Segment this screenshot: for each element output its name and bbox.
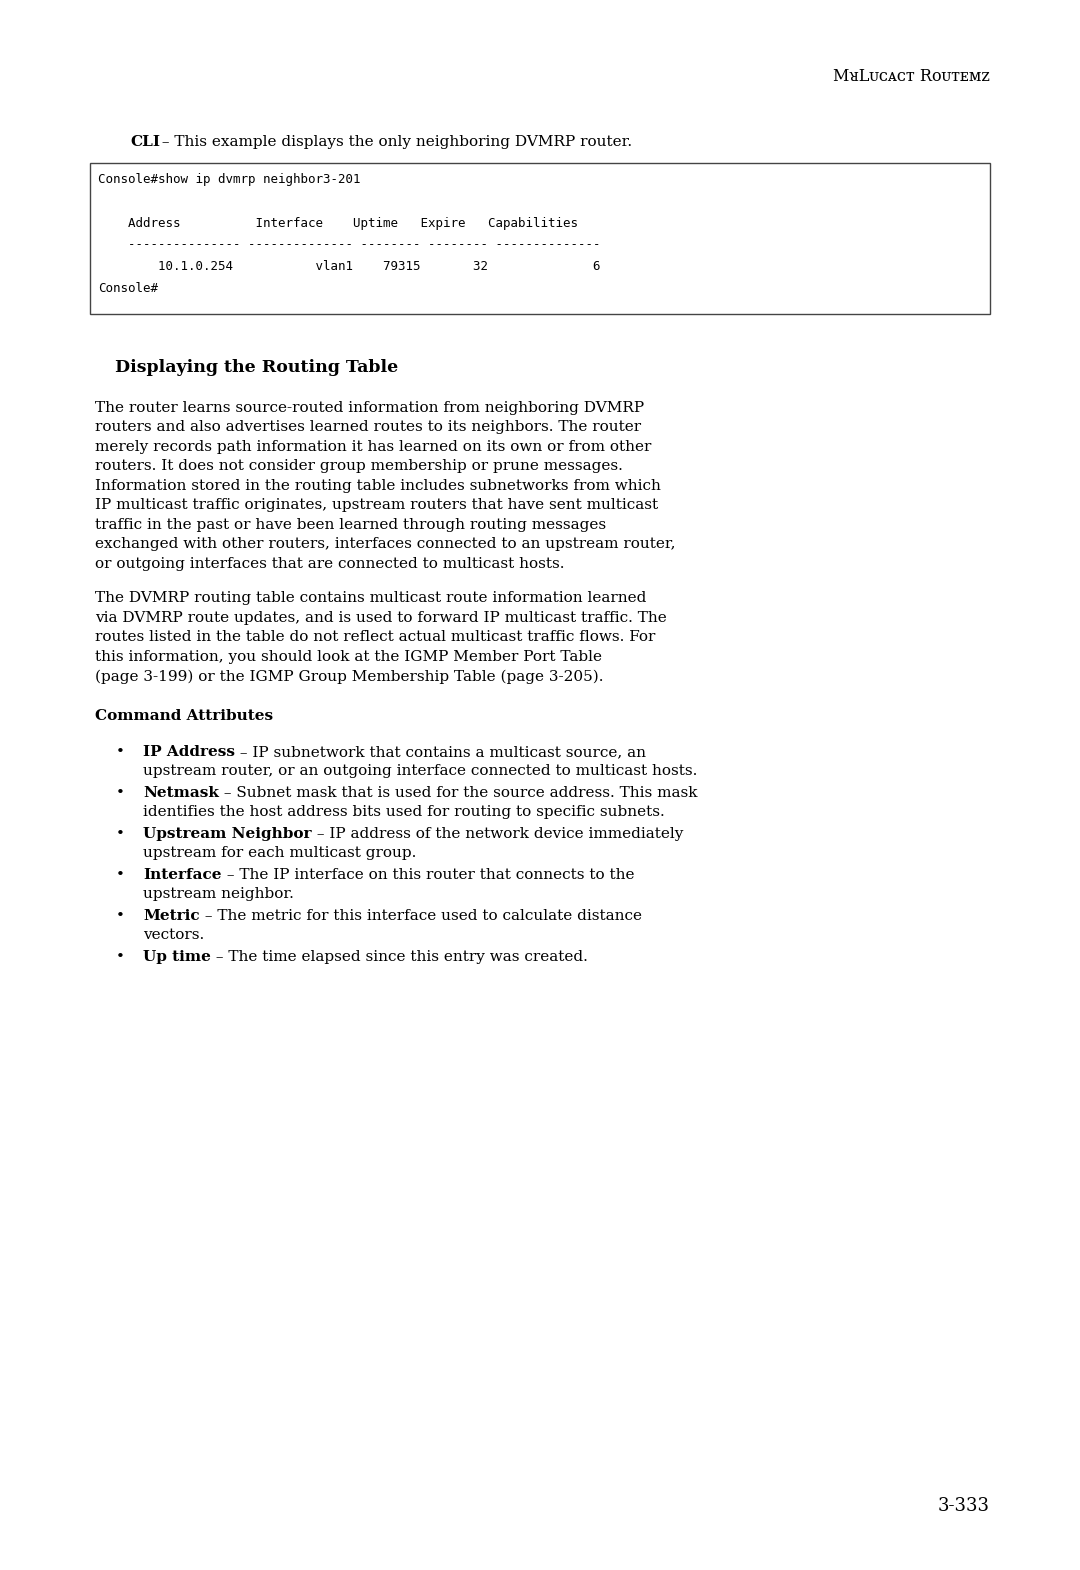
- Text: •: •: [116, 950, 124, 964]
- Text: exchanged with other routers, interfaces connected to an upstream router,: exchanged with other routers, interfaces…: [95, 537, 675, 551]
- Text: •: •: [116, 827, 124, 842]
- Text: IP Address: IP Address: [143, 744, 235, 758]
- Text: IP multicast traffic originates, upstream routers that have sent multicast: IP multicast traffic originates, upstrea…: [95, 498, 658, 512]
- Text: traffic in the past or have been learned through routing messages: traffic in the past or have been learned…: [95, 518, 606, 532]
- Text: merely records path information it has learned on its own or from other: merely records path information it has l…: [95, 440, 651, 454]
- Text: Interface: Interface: [143, 868, 221, 882]
- Text: --------------- -------------- -------- -------- --------------: --------------- -------------- -------- …: [98, 239, 600, 251]
- Text: Information stored in the routing table includes subnetworks from which: Information stored in the routing table …: [95, 479, 661, 493]
- Text: upstream router, or an outgoing interface connected to multicast hosts.: upstream router, or an outgoing interfac…: [143, 765, 698, 779]
- Text: Up time: Up time: [143, 950, 211, 964]
- Text: MᴚLᴜᴄᴀᴄᴛ Rᴏᴜᴛᴇᴍᴢ: MᴚLᴜᴄᴀᴄᴛ Rᴏᴜᴛᴇᴍᴢ: [833, 68, 990, 85]
- Text: this information, you should look at the IGMP Member Port Table: this information, you should look at the…: [95, 650, 602, 664]
- Text: 3-333: 3-333: [939, 1498, 990, 1515]
- Text: Address          Interface    Uptime   Expire   Capabilities: Address Interface Uptime Expire Capabili…: [98, 217, 578, 229]
- Text: •: •: [116, 909, 124, 923]
- Text: (page 3-199) or the IGMP Group Membership Table (page 3-205).: (page 3-199) or the IGMP Group Membershi…: [95, 669, 604, 683]
- Text: •: •: [116, 744, 124, 758]
- Text: routers. It does not consider group membership or prune messages.: routers. It does not consider group memb…: [95, 460, 623, 473]
- Text: Console#show ip dvmrp neighbor3-201: Console#show ip dvmrp neighbor3-201: [98, 173, 361, 185]
- Text: – IP address of the network device immediately: – IP address of the network device immed…: [311, 827, 683, 842]
- Text: Upstream Neighbor: Upstream Neighbor: [143, 827, 311, 842]
- Text: routes listed in the table do not reflect actual multicast traffic flows. For: routes listed in the table do not reflec…: [95, 630, 656, 644]
- Text: vectors.: vectors.: [143, 928, 204, 942]
- Text: •: •: [116, 868, 124, 882]
- Text: or outgoing interfaces that are connected to multicast hosts.: or outgoing interfaces that are connecte…: [95, 557, 565, 571]
- Text: Displaying the Routing Table: Displaying the Routing Table: [114, 360, 399, 375]
- Text: – The metric for this interface used to calculate distance: – The metric for this interface used to …: [200, 909, 642, 923]
- Text: The DVMRP routing table contains multicast route information learned: The DVMRP routing table contains multica…: [95, 592, 646, 606]
- Text: – The IP interface on this router that connects to the: – The IP interface on this router that c…: [221, 868, 634, 882]
- Text: upstream neighbor.: upstream neighbor.: [143, 887, 294, 901]
- Text: Netmask: Netmask: [143, 787, 219, 799]
- Text: – This example displays the only neighboring DVMRP router.: – This example displays the only neighbo…: [157, 135, 632, 149]
- Text: upstream for each multicast group.: upstream for each multicast group.: [143, 846, 417, 860]
- Text: – The time elapsed since this entry was created.: – The time elapsed since this entry was …: [211, 950, 588, 964]
- Text: routers and also advertises learned routes to its neighbors. The router: routers and also advertises learned rout…: [95, 421, 642, 435]
- Text: via DVMRP route updates, and is used to forward IP multicast traffic. The: via DVMRP route updates, and is used to …: [95, 611, 666, 625]
- Text: – Subnet mask that is used for the source address. This mask: – Subnet mask that is used for the sourc…: [219, 787, 698, 799]
- Bar: [90, 163, 990, 314]
- Text: Command Attributes: Command Attributes: [95, 708, 273, 722]
- Text: 10.1.0.254           vlan1    79315       32              6: 10.1.0.254 vlan1 79315 32 6: [98, 261, 600, 273]
- Text: Console#: Console#: [98, 283, 158, 295]
- Text: identifies the host address bits used for routing to specific subnets.: identifies the host address bits used fo…: [143, 805, 665, 820]
- Text: Metric: Metric: [143, 909, 200, 923]
- Text: The router learns source-routed information from neighboring DVMRP: The router learns source-routed informat…: [95, 400, 644, 414]
- Text: •: •: [116, 787, 124, 799]
- Text: – IP subnetwork that contains a multicast source, an: – IP subnetwork that contains a multicas…: [235, 744, 646, 758]
- Text: CLI: CLI: [130, 135, 160, 149]
